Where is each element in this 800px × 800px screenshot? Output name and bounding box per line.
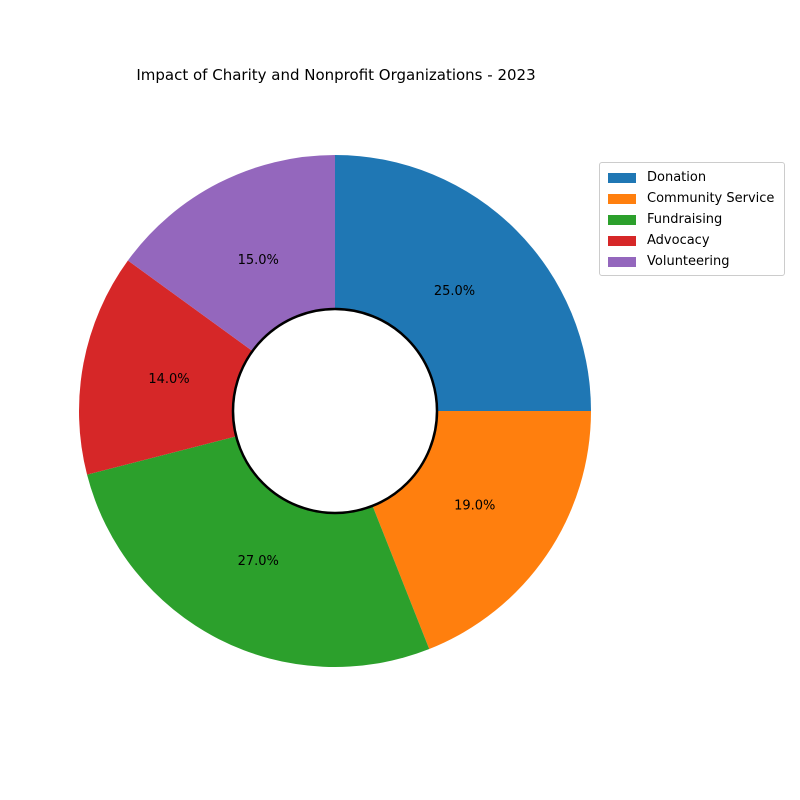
legend-item-fundraising: Fundraising xyxy=(608,209,776,230)
donut-hole xyxy=(231,307,439,515)
legend-swatch xyxy=(608,256,636,267)
legend-item-advocacy: Advocacy xyxy=(608,230,776,251)
legend-swatch xyxy=(608,235,636,246)
legend-item-volunteering: Volunteering xyxy=(608,251,776,272)
legend-label: Fundraising xyxy=(647,212,723,227)
legend-swatch xyxy=(608,193,636,204)
legend-swatch xyxy=(608,172,636,183)
slice-label-advocacy: 14.0% xyxy=(148,372,189,387)
legend: Donation Community Service Fundraising Advo… xyxy=(599,162,785,276)
slice-label-volunteering: 15.0% xyxy=(238,253,279,268)
slice-label-fundraising: 27.0% xyxy=(238,554,279,569)
legend-item-community-service: Community Service xyxy=(608,188,776,209)
legend-label: Community Service xyxy=(647,191,775,206)
legend-label: Donation xyxy=(647,170,707,185)
slice-label-community-service: 19.0% xyxy=(454,498,495,513)
legend-label: Advocacy xyxy=(647,233,710,248)
legend-item-donation: Donation xyxy=(608,167,776,188)
chart-title: Impact of Charity and Nonprofit Organiza… xyxy=(136,66,536,84)
slice-label-donation: 25.0% xyxy=(434,284,475,299)
legend-swatch xyxy=(608,214,636,225)
pie-labels: 25.0% 19.0% 27.0% 14.0% 15.0% xyxy=(148,253,495,569)
legend-label: Volunteering xyxy=(647,254,730,269)
